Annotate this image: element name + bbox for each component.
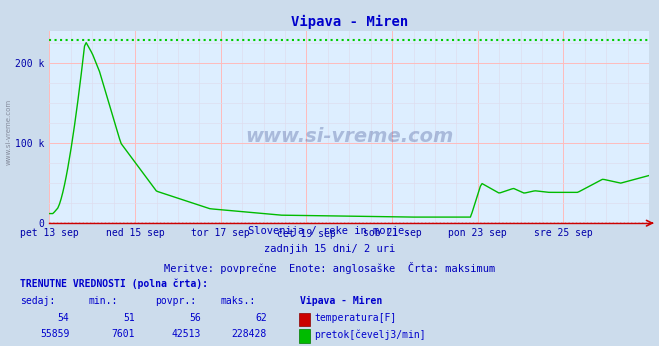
Text: 56: 56 [189, 313, 201, 323]
Text: temperatura[F]: temperatura[F] [314, 313, 397, 323]
Text: pretok[čevelj3/min]: pretok[čevelj3/min] [314, 329, 426, 340]
Text: Meritve: povprečne  Enote: anglosaške  Črta: maksimum: Meritve: povprečne Enote: anglosaške Črt… [164, 262, 495, 274]
Text: zadnjih 15 dni/ 2 uri: zadnjih 15 dni/ 2 uri [264, 244, 395, 254]
Text: 42513: 42513 [171, 329, 201, 339]
Text: www.si-vreme.com: www.si-vreme.com [5, 98, 12, 165]
Text: Vipava - Miren: Vipava - Miren [300, 296, 382, 306]
Title: Vipava - Miren: Vipava - Miren [291, 15, 408, 29]
Text: 55859: 55859 [40, 329, 69, 339]
Text: min.:: min.: [89, 296, 119, 306]
Text: povpr.:: povpr.: [155, 296, 196, 306]
Text: sedaj:: sedaj: [20, 296, 55, 306]
Text: 54: 54 [57, 313, 69, 323]
Text: Slovenija / reke in morje.: Slovenija / reke in morje. [248, 226, 411, 236]
Text: maks.:: maks.: [221, 296, 256, 306]
Text: 51: 51 [123, 313, 135, 323]
Text: 228428: 228428 [232, 329, 267, 339]
Text: 7601: 7601 [111, 329, 135, 339]
Text: www.si-vreme.com: www.si-vreme.com [245, 127, 453, 146]
Text: TRENUTNE VREDNOSTI (polna črta):: TRENUTNE VREDNOSTI (polna črta): [20, 279, 208, 289]
Text: 62: 62 [255, 313, 267, 323]
